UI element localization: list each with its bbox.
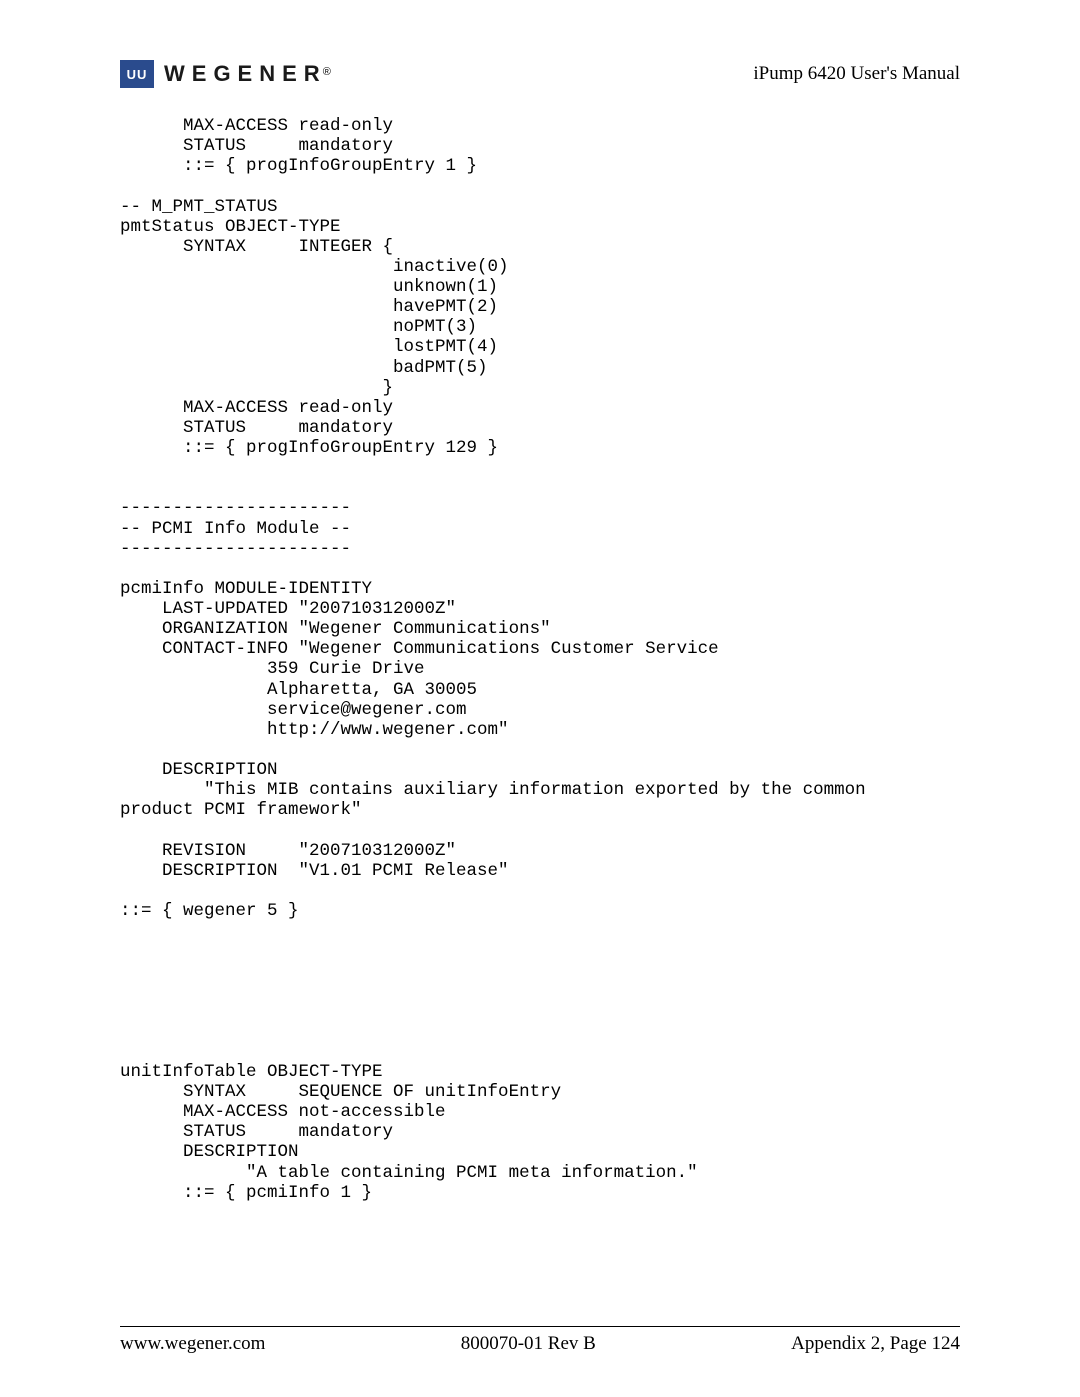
logo-block: UU WEGENER®: [120, 60, 331, 88]
footer-left: www.wegener.com: [120, 1333, 265, 1355]
page-footer: www.wegener.com 800070-01 Rev B Appendix…: [120, 1326, 960, 1355]
page: UU WEGENER® iPump 6420 User's Manual MAX…: [0, 0, 1080, 1397]
footer-row: www.wegener.com 800070-01 Rev B Appendix…: [120, 1333, 960, 1355]
document-title: iPump 6420 User's Manual: [753, 63, 960, 85]
logo-icon: UU: [120, 60, 154, 88]
footer-right: Appendix 2, Page 124: [791, 1333, 960, 1355]
page-header: UU WEGENER® iPump 6420 User's Manual: [120, 60, 960, 88]
logo-registered-icon: ®: [323, 66, 331, 78]
footer-center: 800070-01 Rev B: [461, 1333, 596, 1355]
logo-wordmark: WEGENER: [164, 61, 327, 86]
mib-code-block: MAX-ACCESS read-only STATUS mandatory ::…: [120, 116, 960, 1203]
footer-rule: [120, 1326, 960, 1327]
logo-text: WEGENER®: [164, 61, 331, 87]
